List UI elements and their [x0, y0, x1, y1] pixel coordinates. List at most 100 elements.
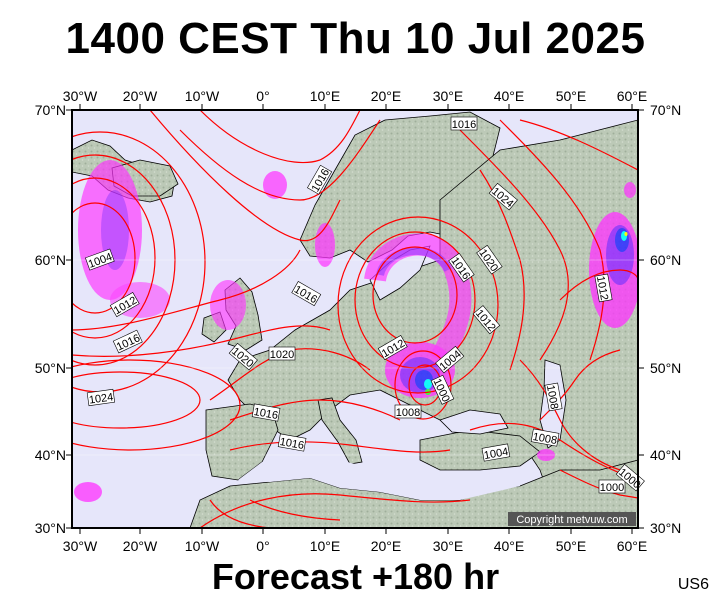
isobar-low-1004	[72, 202, 136, 314]
isobar-path	[209, 499, 271, 528]
lon-label: 30°E	[433, 538, 464, 554]
lat-label: 60°N	[650, 252, 681, 268]
land-layer	[72, 111, 638, 528]
lon-label: 60°E	[617, 538, 648, 554]
isobar-labels: 1016 1016 1024 1004 1012 1016 1020 1020 …	[85, 116, 645, 494]
lon-label: 20°W	[123, 538, 158, 554]
rain-uk	[210, 280, 246, 330]
map-frame	[71, 109, 639, 529]
svg-text:1008: 1008	[532, 431, 558, 447]
lat-label: 70°N	[650, 102, 681, 118]
isobar-path	[199, 110, 361, 164]
graticule	[72, 259, 638, 456]
svg-text:1008: 1008	[396, 407, 420, 419]
isobar-path	[249, 499, 341, 521]
isobar-path	[72, 325, 331, 357]
rain-iceland	[263, 171, 287, 199]
lon-label: 40°E	[494, 88, 525, 104]
lat-label: 60°N	[35, 252, 66, 268]
isobar-low-center-3	[337, 216, 499, 394]
isobar-path	[199, 493, 471, 528]
lon-label: 30°W	[63, 88, 98, 104]
rain-russia-blue	[615, 228, 629, 252]
lat-label: 40°N	[35, 447, 66, 463]
isobar-label: 1008	[394, 404, 422, 419]
isobar-path	[499, 119, 605, 361]
lat-label: 50°N	[650, 360, 681, 376]
isobar-low-south-2	[394, 350, 452, 420]
isobar-low-center	[372, 246, 458, 344]
land-italy	[317, 397, 363, 465]
lat-labels-left: 70°N 60°N 50°N 40°N 30°N	[35, 102, 66, 536]
isobar-label: 1016	[251, 403, 281, 422]
lat-label: 50°N	[35, 360, 66, 376]
lon-label: 10°W	[185, 538, 220, 554]
copyright-box: Copyright metvuw.com	[508, 512, 636, 526]
lon-ticks	[79, 104, 633, 534]
isobar-path	[229, 441, 451, 453]
isobar-high-1024-outer	[72, 359, 241, 451]
lon-label: 40°E	[494, 538, 525, 554]
lat-ticks	[66, 109, 644, 529]
forecast-label: Forecast +180 hr	[211, 556, 500, 597]
lon-label: 20°E	[371, 538, 402, 554]
isobar-path	[469, 422, 638, 481]
isobar-path	[459, 129, 569, 361]
isobar-path	[179, 119, 381, 201]
svg-text:1008: 1008	[544, 384, 560, 410]
svg-text:1020: 1020	[270, 349, 294, 361]
isobar-path	[519, 119, 638, 171]
lon-label: 10°W	[185, 88, 220, 104]
rain-norway	[315, 223, 335, 267]
lon-label: 20°W	[123, 88, 158, 104]
isobar-path	[559, 269, 638, 301]
isobar-path	[559, 469, 638, 499]
svg-text:1004: 1004	[483, 446, 509, 462]
lat-labels-right: 70°N 60°N 50°N 40°N 30°N	[650, 102, 681, 536]
isobar-label: 1008	[530, 428, 560, 447]
lat-label: 70°N	[35, 102, 66, 118]
rain-low-ring-inner	[376, 246, 452, 277]
isobar-label: 1000	[598, 479, 626, 494]
copyright-text: Copyright metvuw.com	[516, 514, 627, 526]
lon-label: 50°E	[556, 538, 587, 554]
isobar-label: 1020	[268, 346, 296, 361]
svg-text:1016: 1016	[253, 406, 279, 422]
lat-label: 40°N	[650, 447, 681, 463]
map-title: 1400 CEST Thu 10 Jul 2025	[65, 14, 646, 63]
rain-core-cyan	[424, 379, 432, 389]
lon-label: 60°E	[617, 88, 648, 104]
isobar-label: 1024	[86, 388, 116, 407]
lon-label: 10°E	[310, 538, 341, 554]
rain-russia-yellow	[624, 232, 628, 236]
lon-labels-bottom: 30°W 20°W 10°W 0° 10°E 20°E 30°E 40°E 50…	[63, 538, 647, 554]
isobar-path	[519, 359, 621, 471]
lon-label: 50°E	[556, 88, 587, 104]
lon-label: 30°E	[433, 88, 464, 104]
isobar-low-1008	[72, 177, 156, 339]
lon-label: 0°	[256, 88, 269, 104]
isobar-path	[72, 249, 301, 331]
svg-text:1016: 1016	[452, 119, 476, 131]
mediterranean-sea	[238, 452, 520, 500]
svg-text:1000: 1000	[600, 482, 624, 494]
lon-label: 10°E	[310, 88, 341, 104]
isobar-label: 1016	[277, 433, 307, 452]
isobar-high-1024	[72, 371, 201, 429]
isobar-path	[149, 110, 341, 242]
isobar-label: 1004	[481, 443, 511, 462]
lon-label: 30°W	[63, 538, 98, 554]
lat-label: 30°N	[650, 520, 681, 536]
svg-text:1016: 1016	[279, 436, 305, 452]
lon-label: 20°E	[371, 88, 402, 104]
isobar-label: 1016	[450, 116, 478, 131]
svg-text:1012: 1012	[594, 275, 610, 301]
lon-label: 0°	[256, 538, 269, 554]
rain-siberia-north	[624, 182, 636, 198]
isobar-label: 1008	[544, 382, 563, 412]
region-code: US6	[677, 576, 709, 593]
svg-text:1024: 1024	[88, 391, 114, 406]
isobar-label: 1012	[594, 273, 613, 303]
rain-africa-west	[74, 482, 102, 502]
